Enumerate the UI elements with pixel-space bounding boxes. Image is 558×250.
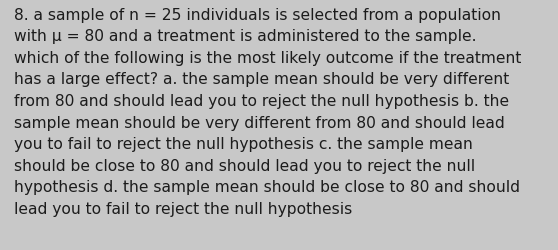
Text: 8. a sample of n = 25 individuals is selected from a population
with μ = 80 and : 8. a sample of n = 25 individuals is sel… bbox=[14, 8, 521, 216]
